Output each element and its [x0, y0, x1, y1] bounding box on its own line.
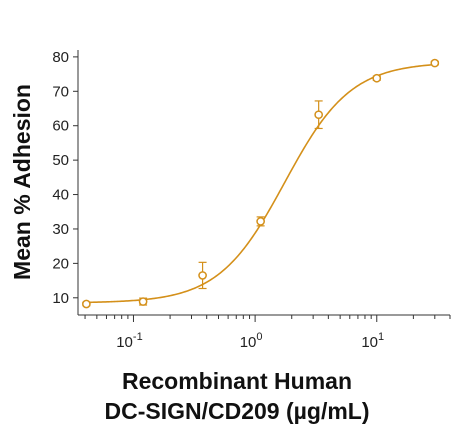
x-axis-label-line-2: DC-SIGN/CD209 (µg/mL) [104, 398, 370, 424]
y-tick-label: 50 [52, 152, 69, 169]
x-tick-exponent: 1 [378, 331, 384, 343]
data-point [82, 299, 91, 309]
fit-curve [85, 63, 439, 304]
x-axis-label-line-1: Recombinant Human [121, 368, 353, 394]
data-point [256, 217, 265, 226]
y-tick-label: 30 [52, 221, 69, 238]
data-point [138, 297, 148, 306]
y-tick-label: 40 [52, 187, 69, 204]
y-tick-label: 80 [52, 49, 69, 66]
data-marks [82, 58, 440, 309]
y-tick-label: 20 [52, 255, 69, 272]
x-tick-exponent: -1 [133, 331, 143, 343]
x-tick-base: 10 [240, 334, 257, 351]
x-tick-base: 10 [116, 334, 133, 351]
y-axis-label: Mean % Adhesion [9, 84, 35, 280]
data-point [198, 271, 207, 280]
data-point [430, 58, 440, 68]
x-tick-label: 101 [361, 331, 384, 351]
fit-curve-layer [85, 63, 439, 304]
x-tick-label: 100 [240, 331, 263, 351]
data-point [372, 73, 382, 83]
y-tick-label: 60 [52, 118, 69, 135]
x-tick-label: 10-1 [116, 331, 142, 351]
x-tick-base: 10 [361, 334, 378, 351]
y-tick-label: 10 [52, 290, 69, 307]
data-point [314, 110, 324, 120]
y-tick-label: 70 [52, 83, 69, 100]
x-tick-exponent: 0 [256, 331, 262, 343]
